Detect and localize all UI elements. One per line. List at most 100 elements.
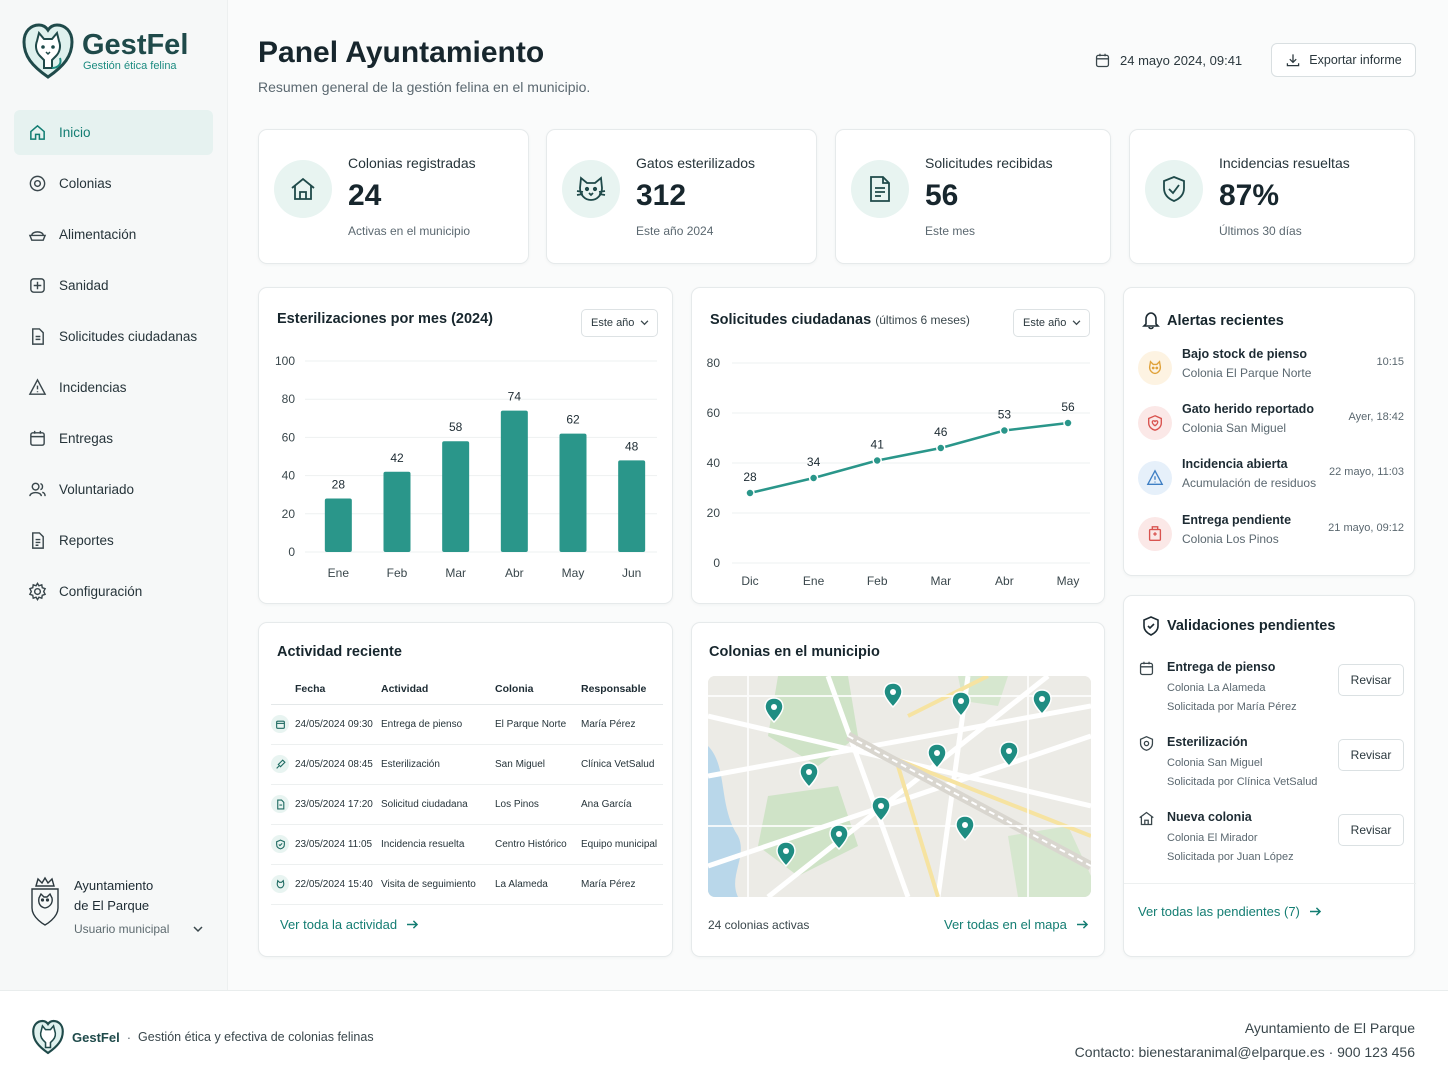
alert-item[interactable]: Gato herido reportado Colonia San Miguel…	[1138, 402, 1404, 446]
sidebar-item-voluntariado[interactable]: Voluntariado	[14, 467, 213, 512]
cell-date: 24/05/2024 09:30	[295, 704, 381, 745]
y-tick-label: 40	[707, 456, 721, 470]
users-icon	[29, 482, 46, 497]
cell-activity: Solicitud ciudadana	[381, 784, 495, 825]
colonies-map[interactable]	[708, 676, 1091, 897]
column-header: Actividad	[381, 674, 495, 705]
alert-time: Ayer, 18:42	[1348, 411, 1404, 423]
review-button[interactable]: Revisar	[1338, 814, 1404, 846]
sidebar-item-solicitudes[interactable]: Solicitudes ciudadanas	[14, 314, 213, 359]
sidebar-item-label: Incidencias	[59, 380, 127, 395]
validation-details: Colonia La Alameda Solicitada por María …	[1167, 679, 1297, 717]
view-all-map-link[interactable]: Ver todas en el mapa	[944, 917, 1089, 932]
data-label: 28	[332, 478, 346, 492]
sidebar: GestFel Gestión ética felina Inicio Colo…	[0, 0, 228, 990]
sidebar-item-alimentacion[interactable]: Alimentación	[14, 212, 213, 257]
table-row[interactable]: 24/05/2024 09:30 Entrega de pienso El Pa…	[271, 704, 663, 745]
bar	[383, 471, 411, 552]
sidebar-item-colonias[interactable]: Colonias	[14, 161, 213, 206]
table-row[interactable]: 24/05/2024 08:45 Esterilización San Migu…	[271, 744, 663, 785]
alert-time: 10:15	[1376, 356, 1404, 368]
export-report-button[interactable]: Exportar informe	[1271, 43, 1416, 77]
chart-title: Esterilizaciones por mes (2024)	[277, 311, 493, 327]
sidebar-item-label: Entregas	[59, 431, 114, 446]
cell-owner: María Pérez	[581, 864, 663, 905]
data-label: 48	[625, 439, 639, 453]
page-title: Panel Ayuntamiento	[258, 36, 545, 69]
alert-item[interactable]: Entrega pendiente Colonia Los Pinos 21 m…	[1138, 513, 1404, 557]
row-icon-cell	[271, 744, 295, 785]
municipality-account[interactable]: Ayuntamiento de El Parque Usuario munici…	[28, 876, 203, 939]
sidebar-item-entregas[interactable]: Entregas	[14, 416, 213, 461]
table-row[interactable]: 23/05/2024 11:05 Incidencia resuelta Cen…	[271, 824, 663, 865]
alert-subtitle: Colonia El Parque Norte	[1182, 366, 1312, 380]
x-tick-label: Jun	[622, 566, 641, 580]
brand-name: GestFel	[82, 29, 189, 61]
sidebar-item-configuracion[interactable]: Configuración	[14, 569, 213, 614]
alert-item[interactable]: Incidencia abierta Acumulación de residu…	[1138, 457, 1404, 501]
footer-brand: GestFel · Gestión ética y efectiva de co…	[32, 1019, 374, 1055]
validation-details: Colonia El Mirador Solicitada por Juan L…	[1167, 829, 1294, 867]
bell-icon	[1142, 312, 1160, 330]
alert-title: Incidencia abierta	[1182, 457, 1288, 471]
alert-item[interactable]: Bajo stock de pienso Colonia El Parque N…	[1138, 347, 1404, 391]
table-row[interactable]: 22/05/2024 15:40 Visita de seguimiento L…	[271, 864, 663, 905]
sidebar-item-label: Reportes	[59, 533, 114, 548]
validation-colony: Colonia La Alameda	[1167, 682, 1266, 694]
year-filter-select[interactable]: Este año	[581, 309, 658, 337]
chevron-down-icon	[1072, 320, 1081, 326]
validation-item: Esterilización Colonia San Miguel Solici…	[1138, 735, 1404, 795]
y-tick-label: 0	[288, 545, 295, 559]
cell-activity: Visita de seguimiento	[381, 864, 495, 905]
x-tick-label: May	[1057, 574, 1080, 588]
sidebar-item-reportes[interactable]: Reportes	[14, 518, 213, 563]
sidebar-item-label: Inicio	[59, 125, 91, 140]
brand-tagline: Gestión ética felina	[83, 60, 177, 72]
x-tick-label: Abr	[505, 566, 524, 580]
sidebar-item-label: Configuración	[59, 584, 143, 599]
view-all-pending-link[interactable]: Ver todas las pendientes (7)	[1138, 904, 1322, 919]
stat-label: Incidencias resueltas	[1219, 155, 1350, 171]
table-row[interactable]: 23/05/2024 17:20 Solicitud ciudadana Los…	[271, 784, 663, 825]
review-button[interactable]: Revisar	[1338, 739, 1404, 771]
sidebar-item-sanidad[interactable]: Sanidad	[14, 263, 213, 308]
shield-alert-icon	[1138, 406, 1172, 440]
cell-colony: La Alameda	[495, 864, 581, 905]
cell-colony: Los Pinos	[495, 784, 581, 825]
y-tick-label: 60	[282, 430, 296, 444]
view-all-activity-link[interactable]: Ver toda la actividad	[280, 917, 419, 932]
brand-logo[interactable]: GestFel Gestión ética felina	[22, 22, 188, 80]
data-point	[999, 425, 1010, 436]
footer-org: Ayuntamiento de El Parque	[1244, 1020, 1415, 1036]
cell-owner: Equipo municipal	[581, 824, 663, 865]
data-point	[808, 473, 819, 483]
syringe-icon	[271, 755, 289, 773]
requests-chart-card: Solicitudes ciudadanas (últimos 6 meses)…	[691, 287, 1105, 604]
row-icon-cell	[271, 824, 295, 865]
sidebar-item-inicio[interactable]: Inicio	[14, 110, 213, 155]
column-header: Fecha	[295, 674, 381, 705]
cell-date: 23/05/2024 17:20	[295, 784, 381, 825]
review-button[interactable]: Revisar	[1338, 664, 1404, 696]
activity-title: Actividad reciente	[277, 644, 402, 660]
activity-card: Actividad reciente Fecha Actividad Colon…	[258, 622, 673, 957]
footer-contact-block: Ayuntamiento de El Parque Contacto: bien…	[1075, 1016, 1415, 1064]
alert-subtitle: Acumulación de residuos	[1182, 476, 1317, 490]
x-tick-label: Dic	[741, 574, 758, 588]
data-point	[745, 488, 755, 498]
chevron-down-icon[interactable]	[193, 925, 203, 933]
home-icon	[30, 124, 45, 140]
sidebar-item-label: Alimentación	[59, 227, 137, 242]
validation-title: Nueva colonia	[1167, 810, 1252, 824]
year-filter-select[interactable]: Este año	[1013, 309, 1090, 337]
y-tick-label: 20	[282, 507, 296, 521]
calendar-icon	[271, 715, 289, 733]
link-label: Ver todas en el mapa	[944, 917, 1067, 932]
x-tick-label: Mar	[930, 574, 951, 588]
row-icon-cell	[271, 704, 295, 745]
sidebar-item-incidencias[interactable]: Incidencias	[14, 365, 213, 410]
calendar-icon	[1095, 53, 1110, 68]
x-tick-label: Ene	[803, 574, 825, 588]
divider	[1124, 883, 1416, 884]
data-label: 46	[934, 425, 948, 439]
